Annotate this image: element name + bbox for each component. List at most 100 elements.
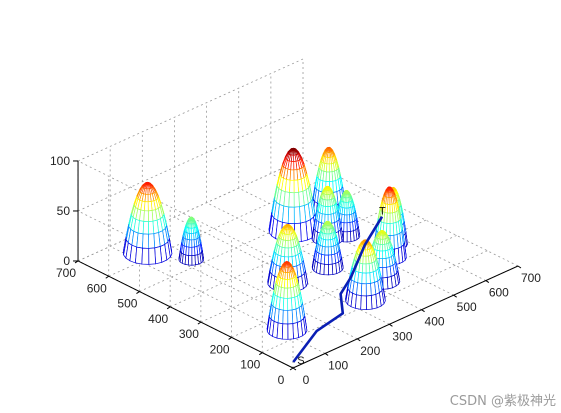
surface-cell xyxy=(389,222,395,236)
surface-cell xyxy=(147,210,154,223)
surface-cell xyxy=(293,169,299,181)
surface-cell xyxy=(346,231,352,243)
surface-cell xyxy=(284,279,288,289)
surface-cell xyxy=(360,295,367,310)
surface-cell xyxy=(287,323,294,340)
surface-cell xyxy=(344,197,348,203)
surface-cell xyxy=(276,322,284,340)
surface-cell xyxy=(285,263,288,268)
surface-cell xyxy=(365,272,371,285)
y-tick-label: 600 xyxy=(87,281,107,295)
y-tick-mark xyxy=(136,291,140,294)
x-tick-label: 600 xyxy=(489,286,509,300)
surface-cell xyxy=(282,297,289,311)
surface-cell xyxy=(287,239,292,249)
surface-cell xyxy=(287,206,295,225)
surface-cell xyxy=(365,295,373,310)
obstacle-surface xyxy=(268,147,318,243)
surface-cell xyxy=(283,287,288,299)
x-tick-mark xyxy=(453,294,457,298)
surface-cell xyxy=(345,191,347,195)
surface-cell xyxy=(285,229,289,235)
surface-cell xyxy=(285,266,288,273)
surface-cell xyxy=(361,263,367,274)
surface-cell xyxy=(287,297,293,311)
surface-cell xyxy=(291,150,294,156)
surface-cell xyxy=(189,220,192,225)
surface-cell xyxy=(147,201,153,212)
x-tick-label: 300 xyxy=(392,329,412,343)
surface-cell xyxy=(346,222,351,233)
grid-line xyxy=(77,158,304,262)
surface-cell xyxy=(324,206,329,215)
surface-cell xyxy=(365,255,370,265)
surface-cell xyxy=(289,179,295,194)
grid-line xyxy=(142,231,358,340)
surface-cell xyxy=(284,240,289,249)
x-tick-mark xyxy=(292,367,297,371)
start-point-label: S xyxy=(297,355,304,367)
surface-cell xyxy=(135,246,143,265)
surface-cell xyxy=(323,263,329,276)
surface-cell xyxy=(344,201,348,209)
surface-cell xyxy=(142,233,150,249)
surface-cell xyxy=(293,206,301,225)
surface-cell xyxy=(328,171,334,182)
surface-cell xyxy=(189,223,192,229)
surface-cell xyxy=(324,239,329,248)
surface-cell xyxy=(141,247,150,265)
surface-cell xyxy=(147,193,152,203)
surface-cell xyxy=(327,239,332,248)
surface-cell xyxy=(145,184,149,190)
x-axis-line xyxy=(292,265,519,369)
surface-cell xyxy=(284,272,288,280)
surface-cell xyxy=(148,247,156,265)
x-tick-label: 0 xyxy=(303,373,310,387)
surface-cell xyxy=(145,188,149,195)
surface-cell xyxy=(191,255,196,266)
surface-cell xyxy=(326,225,329,230)
surface-cell xyxy=(382,243,386,252)
surface-cell xyxy=(326,157,330,165)
surface-cell xyxy=(144,201,149,212)
obstacle-surface xyxy=(311,220,344,276)
surface-cell xyxy=(378,250,383,260)
surface-cell xyxy=(188,255,193,266)
surface-cell xyxy=(284,247,289,258)
surface-cell xyxy=(388,188,391,193)
x-tick-label: 100 xyxy=(328,358,348,372)
surface-cell xyxy=(325,199,329,207)
y-tick-mark xyxy=(105,275,110,279)
surface-cell xyxy=(386,223,391,236)
surface-cell xyxy=(327,246,332,256)
surface-cell xyxy=(327,148,330,153)
surface-cell xyxy=(365,263,371,274)
surface-cell xyxy=(325,228,329,235)
surface-cell xyxy=(291,154,295,162)
x-tick-mark xyxy=(389,323,393,327)
surface-cell xyxy=(326,163,330,173)
path-line xyxy=(292,216,384,363)
surface-cell xyxy=(343,214,348,224)
y-tick-label: 500 xyxy=(117,297,137,311)
surface-cell xyxy=(148,233,156,249)
z-tick-label: 0 xyxy=(63,254,70,268)
surface-cell xyxy=(277,308,284,325)
surface-cell xyxy=(148,220,155,235)
surface-cell xyxy=(356,282,363,297)
obstacle-surfaces xyxy=(122,146,408,340)
y-tick-label: 700 xyxy=(56,266,76,280)
surface-cell xyxy=(142,221,149,235)
surface-cell xyxy=(144,193,149,203)
y-tick-mark xyxy=(228,337,232,340)
surface-cell xyxy=(325,233,329,241)
surface-cell xyxy=(387,191,391,198)
surface-cell xyxy=(343,231,348,243)
surface-cell xyxy=(325,194,329,201)
axes-box xyxy=(73,160,522,371)
y-tick-label: 400 xyxy=(148,312,168,326)
surface-cell xyxy=(346,207,350,216)
y-tick-mark xyxy=(289,367,294,371)
y-tick-label: 0 xyxy=(278,373,285,387)
obstacle-surface xyxy=(178,216,205,266)
